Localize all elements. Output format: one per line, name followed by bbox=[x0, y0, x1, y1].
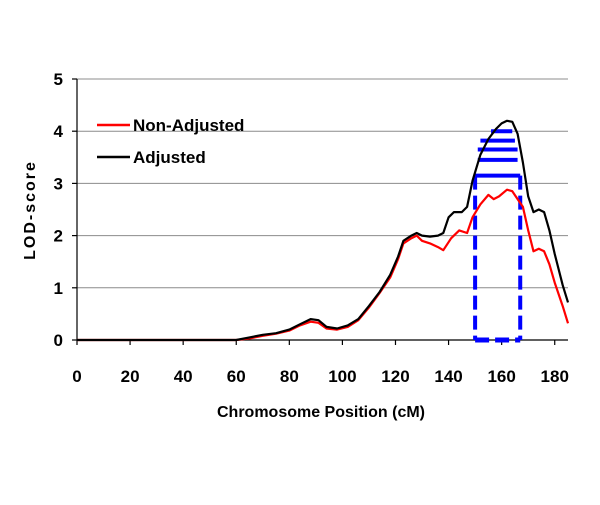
y-tick-label-5: 5 bbox=[54, 70, 63, 89]
y-tick-labels: 0 1 2 3 4 5 bbox=[54, 70, 64, 350]
y-tick-label-0: 0 bbox=[54, 331, 63, 350]
x-tick-label-180: 180 bbox=[541, 367, 569, 386]
x-axis-title: Chromosome Position (cM) bbox=[217, 404, 425, 421]
x-tick-label-0: 0 bbox=[72, 367, 81, 386]
series-line-non-adjusted bbox=[77, 188, 570, 342]
series-line-adjusted bbox=[77, 119, 570, 342]
x-tick-label-120: 120 bbox=[381, 367, 409, 386]
x-tick-labels: 0 20 40 60 80 100 120 140 160 180 bbox=[72, 367, 569, 386]
x-tick-label-80: 80 bbox=[280, 367, 299, 386]
y-axis-title: LOD-score bbox=[22, 160, 39, 260]
x-tick-label-20: 20 bbox=[121, 367, 140, 386]
x-tick-label-60: 60 bbox=[227, 367, 246, 386]
y-tick-label-4: 4 bbox=[54, 122, 64, 141]
x-tick-label-40: 40 bbox=[174, 367, 193, 386]
y-tick-label-2: 2 bbox=[54, 227, 63, 246]
x-tick-label-160: 160 bbox=[487, 367, 515, 386]
legend: Non-Adjusted Adjusted bbox=[97, 116, 244, 167]
legend-label-non-adjusted: Non-Adjusted bbox=[133, 116, 244, 135]
x-tick-label-100: 100 bbox=[328, 367, 356, 386]
legend-label-adjusted: Adjusted bbox=[133, 148, 206, 167]
series-lines bbox=[77, 119, 570, 342]
y-tick-label-3: 3 bbox=[54, 174, 63, 193]
y-tick-label-1: 1 bbox=[54, 279, 63, 298]
gridlines bbox=[77, 78, 568, 289]
x-tick-label-140: 140 bbox=[434, 367, 462, 386]
